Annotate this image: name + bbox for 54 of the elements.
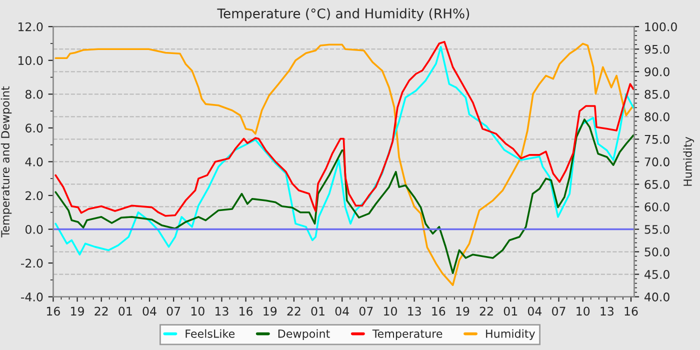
y2-tick-label: 50.0 [644, 247, 670, 256]
x-tick-label: 22 [94, 306, 108, 316]
x-tick-label: 19 [456, 306, 470, 316]
y-tick-label: -4.0 [21, 292, 43, 302]
x-tick-label: 01 [504, 306, 518, 316]
y2-tick-label: 75.0 [644, 134, 670, 144]
y2-tick-label: 90.0 [644, 67, 670, 76]
y2-tick-label: 85.0 [644, 90, 670, 99]
x-tick-label: 04 [335, 306, 349, 316]
y2-tick-label: 55.0 [644, 224, 670, 234]
x-tick-label: 10 [576, 306, 590, 316]
x-tick-label: 13 [216, 306, 228, 316]
x-tick-label: 16 [240, 306, 253, 316]
x-tick-label: 13 [408, 306, 421, 316]
x-tick-label: 07 [359, 306, 373, 316]
y-tick-label: 2.0 [26, 191, 43, 200]
legend-label: Temperature [372, 330, 442, 340]
x-tick-label: 01 [118, 306, 132, 316]
x-tick-label: 19 [264, 306, 277, 316]
x-tick-label: 16 [432, 306, 446, 316]
y-tick-label: 0.0 [25, 224, 43, 234]
y2-tick-label: 65.0 [644, 180, 670, 189]
y-tick-label: 8.0 [26, 90, 43, 99]
x-tick-label: 10 [191, 306, 204, 316]
x-tick-label: 10 [384, 306, 397, 316]
x-tick-label: 04 [528, 306, 542, 316]
y2-tick-label: 70.0 [644, 157, 670, 166]
x-tick-label: 07 [166, 306, 180, 316]
x-tick-label: 16 [624, 306, 638, 316]
y2-tick-label: 80.0 [644, 112, 670, 122]
x-tick-label: 13 [600, 306, 614, 316]
y2-tick-label: 45.0 [644, 270, 670, 279]
x-tick-label: 04 [142, 306, 156, 316]
x-tick-label: 22 [287, 306, 300, 316]
chart-title: Temperature (°C) and Humidity (RH%) [217, 8, 470, 22]
y-tick-label: 12.0 [18, 22, 43, 32]
y-tick-label: -2.0 [21, 258, 43, 268]
y-tick-label: 10.0 [18, 56, 43, 66]
legend-label: Dewpoint [278, 329, 330, 340]
y2-tick-label: 40.0 [644, 292, 670, 302]
x-tick-label: 22 [480, 306, 493, 316]
y2-tick-label: 95.0 [644, 44, 670, 54]
y2-tick-label: 100.0 [645, 22, 677, 32]
y-axis-title: Temperature and Dewpoint [0, 86, 12, 238]
legend-label: Humidity [486, 329, 536, 340]
x-tick-label: 01 [311, 306, 324, 316]
x-tick-label: 07 [552, 306, 566, 316]
legend-label: FeelsLike [186, 329, 235, 338]
x-tick-label: 19 [71, 306, 84, 316]
y-tick-label: 6.0 [26, 124, 43, 133]
x-tick-label: 16 [46, 306, 60, 316]
y2-axis-title: Humidity [683, 136, 694, 186]
y2-tick-label: 60.0 [644, 202, 670, 212]
y-tick-label: 4.0 [25, 157, 43, 166]
